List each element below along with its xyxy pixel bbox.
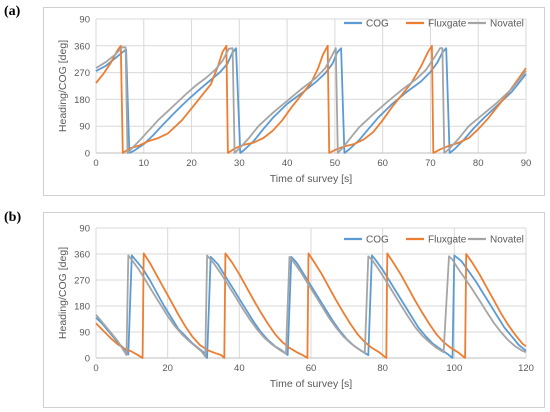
panel-label-a: (a) bbox=[4, 4, 21, 19]
y-tick-label: 180 bbox=[74, 95, 90, 106]
legend-label-novatel: Novatel bbox=[490, 19, 524, 30]
x-tick-label: 40 bbox=[234, 363, 245, 374]
x-tick-label: 60 bbox=[306, 363, 317, 374]
x-tick-label: 30 bbox=[234, 158, 245, 169]
legend-label-fluxgate: Fluxgate bbox=[428, 235, 467, 246]
x-axis-label: Time of survey [s] bbox=[270, 173, 353, 185]
legend-label-cog: COG bbox=[366, 19, 389, 30]
x-axis-label: Time of survey [s] bbox=[270, 378, 353, 390]
series-line-fluxgate bbox=[95, 44, 527, 154]
y-axis-label: Heading/COG [deg] bbox=[57, 40, 69, 132]
x-tick-label: 0 bbox=[93, 363, 98, 374]
chart-b: 0 90 180 270 360 90 0 20 40 60 80 100 120 Time of sur… bbox=[57, 224, 534, 391]
y-tick-label: 270 bbox=[74, 68, 90, 79]
x-tick-label: 100 bbox=[446, 363, 462, 374]
x-tick-label: 80 bbox=[377, 363, 388, 374]
x-tick-label: 20 bbox=[186, 158, 197, 169]
x-tick-label: 60 bbox=[377, 158, 388, 169]
series-line-novatel bbox=[95, 46, 527, 154]
x-tick-label: 50 bbox=[330, 158, 341, 169]
chart-frame-b: 0 90 180 270 360 90 0 20 40 60 80 100 120 Time of sur… bbox=[43, 212, 545, 408]
y-tick-label: 180 bbox=[74, 302, 90, 313]
series-line-novatel bbox=[95, 254, 527, 358]
x-tick-label: 10 bbox=[138, 158, 149, 169]
x-tick-label: 20 bbox=[162, 363, 173, 374]
x-tick-label: 70 bbox=[425, 158, 436, 169]
y-tick-label: 0 bbox=[85, 149, 90, 160]
legend-label-cog: COG bbox=[366, 235, 389, 246]
x-tick-label: 90 bbox=[521, 158, 532, 169]
y-tick-label: 360 bbox=[74, 41, 90, 52]
legend-label-novatel: Novatel bbox=[490, 235, 524, 246]
chart-a: 0 90 180 270 360 90 0 10 20 30 40 50 60 70 80 90 Time of… bbox=[57, 15, 532, 186]
y-axis-label: Heading/COG [deg] bbox=[57, 247, 69, 339]
x-tick-label: 80 bbox=[473, 158, 484, 169]
series-line-cog bbox=[95, 47, 527, 154]
x-tick-label: 120 bbox=[518, 363, 534, 374]
y-tick-label: 270 bbox=[74, 276, 90, 287]
panel-label-b: (b) bbox=[4, 210, 22, 225]
x-tick-label: 0 bbox=[93, 158, 98, 169]
legend-label-fluxgate: Fluxgate bbox=[428, 19, 467, 30]
y-tick-label: 0 bbox=[85, 354, 90, 365]
series-line-cog bbox=[95, 254, 527, 359]
series-line-fluxgate bbox=[95, 252, 527, 359]
chart-frame-a: 0 90 180 270 360 90 0 10 20 30 40 50 60 70 80 90 Time of… bbox=[43, 7, 545, 196]
y-tick-label: 90 bbox=[79, 15, 90, 26]
y-tick-label: 360 bbox=[74, 250, 90, 261]
y-tick-label: 90 bbox=[79, 224, 90, 235]
y-tick-label: 90 bbox=[79, 328, 90, 339]
y-tick-label: 90 bbox=[79, 122, 90, 133]
x-tick-label: 40 bbox=[282, 158, 293, 169]
